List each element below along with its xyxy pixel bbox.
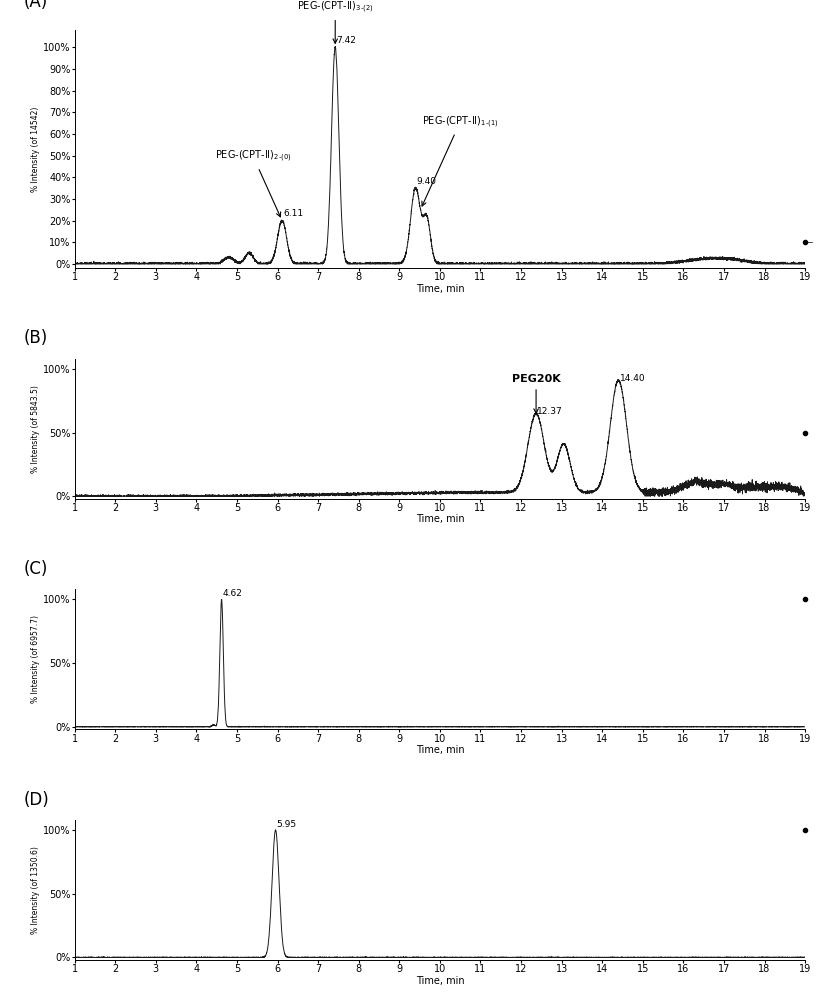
Y-axis label: % Intensity (of 1350.6): % Intensity (of 1350.6) [32,846,41,934]
Text: (B): (B) [23,329,48,347]
Text: 12.37: 12.37 [537,407,563,416]
Text: 6.11: 6.11 [283,209,304,218]
Y-axis label: % Intensity (of 6957.7): % Intensity (of 6957.7) [32,615,41,703]
X-axis label: Time, min: Time, min [416,745,464,755]
X-axis label: Time, min: Time, min [416,284,464,294]
X-axis label: Time, min: Time, min [416,976,464,986]
Text: PEG-(CPT-II)$_{1\text{-}(1)}$: PEG-(CPT-II)$_{1\text{-}(1)}$ [422,114,499,206]
Y-axis label: % Intensity (of 5843.5): % Intensity (of 5843.5) [32,385,41,473]
Text: (A): (A) [23,0,48,11]
Text: 7.42: 7.42 [336,36,356,45]
Text: PEG20K: PEG20K [511,374,560,413]
Text: 5.95: 5.95 [276,820,297,829]
Y-axis label: % Intensity (of 14542): % Intensity (of 14542) [32,106,41,192]
Text: 4.62: 4.62 [222,589,242,598]
Text: (C): (C) [23,560,48,578]
X-axis label: Time, min: Time, min [416,514,464,524]
Text: PEG-(CPT-II)$_{2\text{-}(0)}$: PEG-(CPT-II)$_{2\text{-}(0)}$ [215,149,291,217]
Text: PEG-(CPT-II)$_{3\text{-}(2)}$: PEG-(CPT-II)$_{3\text{-}(2)}$ [297,0,374,43]
Text: (D): (D) [23,791,49,809]
Text: 9.40: 9.40 [417,177,437,186]
Text: 14.40: 14.40 [620,374,645,383]
